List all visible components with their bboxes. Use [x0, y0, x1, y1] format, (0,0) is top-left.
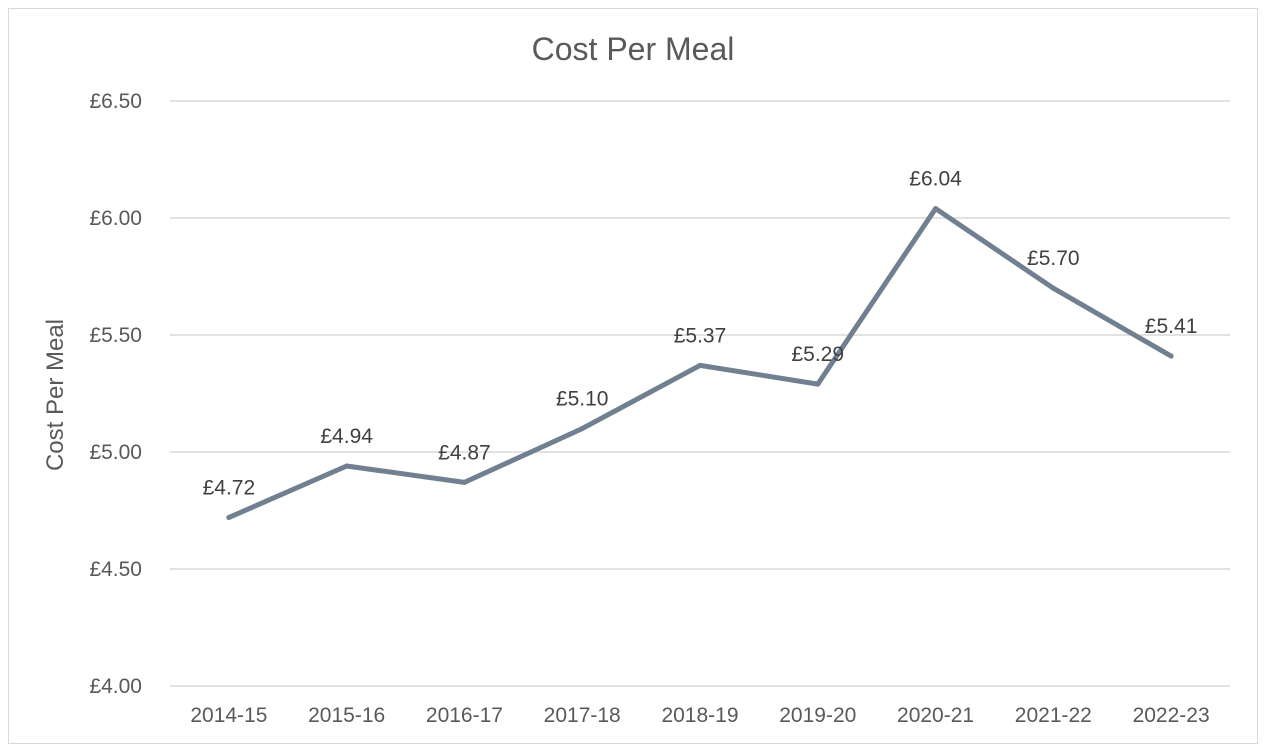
chart-frame: [8, 8, 1258, 744]
y-tick-label: £6.50: [89, 90, 142, 113]
data-point: [579, 426, 585, 432]
series-cost-per-meal: [226, 206, 1174, 521]
y-tick-label: £4.00: [89, 675, 142, 698]
data-point: [1168, 353, 1174, 359]
data-label: £5.41: [1145, 315, 1198, 338]
y-tick-label: £5.00: [89, 441, 142, 464]
data-label: £4.72: [203, 477, 256, 500]
x-tick-label: 2020-21: [897, 704, 974, 727]
x-tick-label: 2022-23: [1133, 704, 1210, 727]
x-tick-label: 2018-19: [661, 704, 738, 727]
data-point: [1050, 285, 1056, 291]
data-labels: £4.72 £4.94 £4.87 £5.10 £5.37 £5.29 £6.04 £5.70…: [203, 168, 1198, 500]
x-tick-label: 2017-18: [544, 704, 621, 727]
data-label: £4.94: [320, 425, 373, 448]
x-tick-label: 2021-22: [1015, 704, 1092, 727]
x-tick-label: 2014-15: [190, 704, 267, 727]
data-point: [933, 206, 939, 212]
y-axis-title: Cost Per Meal: [42, 319, 69, 471]
data-label: £5.70: [1027, 247, 1080, 270]
data-label: £5.10: [556, 388, 609, 411]
gridlines: [170, 100, 1230, 687]
y-tick-label: £5.50: [89, 324, 142, 347]
y-axis-ticks: £4.00 £4.50 £5.00 £5.50 £6.00 £6.50: [89, 90, 142, 698]
data-point: [226, 515, 232, 521]
x-axis-ticks: 2014-15 2015-16 2016-17 2017-18 2018-19 2019-…: [190, 704, 1209, 727]
x-tick-label: 2016-17: [426, 704, 503, 727]
data-label: £6.04: [909, 168, 962, 191]
data-point: [344, 463, 350, 469]
data-point: [461, 479, 467, 485]
x-tick-label: 2019-20: [779, 704, 856, 727]
data-label: £4.87: [438, 441, 491, 464]
data-point: [697, 362, 703, 368]
x-tick-label: 2015-16: [308, 704, 385, 727]
data-point: [815, 381, 821, 387]
chart-title: Cost Per Meal: [532, 31, 735, 67]
y-tick-label: £4.50: [89, 558, 142, 581]
y-tick-label: £6.00: [89, 207, 142, 230]
data-label: £5.29: [791, 343, 844, 366]
data-label: £5.37: [674, 324, 727, 347]
